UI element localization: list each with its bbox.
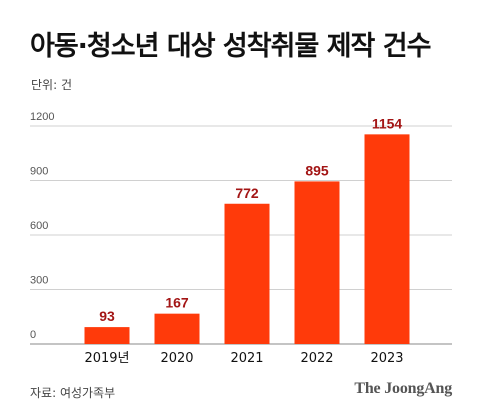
data-label: 93	[99, 308, 115, 324]
unit-label: 단위: 건	[31, 78, 72, 92]
bar	[364, 134, 410, 344]
x-tick-label: 2019년	[84, 351, 129, 366]
x-tick-label: 2021	[230, 351, 263, 366]
bar	[84, 327, 130, 344]
bar	[294, 181, 340, 344]
y-axis-ticks: 0 300 600 900 1200	[30, 111, 54, 341]
data-label: 895	[305, 162, 329, 178]
data-label: 167	[165, 295, 189, 311]
y-tick-label: 0	[30, 329, 36, 341]
chart-title: 아동·청소년 대상 성착취물 제작 건수	[30, 31, 431, 62]
data-label: 1154	[372, 115, 403, 131]
data-labels: 93 167 772 895 1154	[99, 115, 402, 324]
x-tick-label: 2020	[160, 351, 193, 366]
x-tick-label: 2022	[300, 351, 333, 366]
y-tick-label: 900	[30, 166, 48, 178]
data-label: 772	[235, 185, 259, 201]
brand-logo: The JoongAng	[354, 380, 452, 397]
y-tick-label: 1200	[30, 111, 54, 123]
bar	[154, 313, 200, 344]
y-tick-label: 600	[30, 220, 48, 232]
x-tick-label: 2023	[370, 351, 403, 366]
y-tick-label: 300	[30, 275, 48, 287]
bar	[224, 203, 270, 344]
bars	[84, 134, 410, 344]
source-note: 자료: 여성가족부	[30, 386, 116, 400]
x-axis-labels: 2019년 2020 2021 2022 2023	[84, 351, 403, 366]
